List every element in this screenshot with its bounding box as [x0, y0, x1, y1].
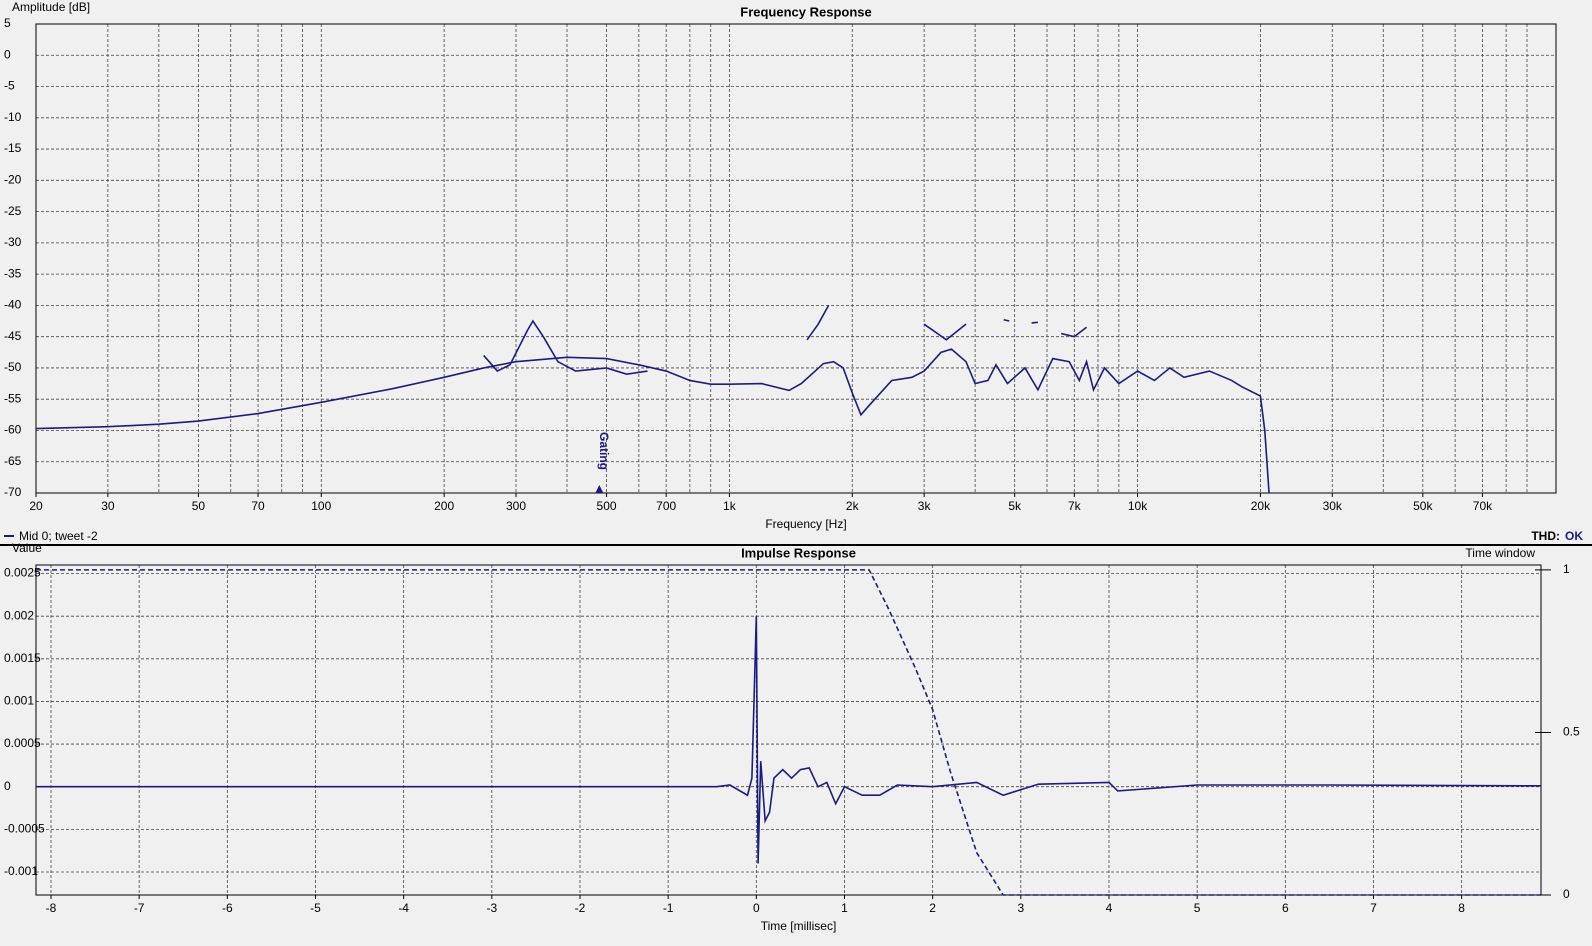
gating-marker [595, 485, 604, 493]
chart-title: Impulse Response [741, 545, 856, 560]
x-tick-label: 70 [251, 499, 265, 513]
y-tick-label: -45 [4, 329, 22, 343]
legend-label: Mid 0; tweet -2 [19, 529, 98, 543]
x-tick-label: 10k [1128, 499, 1148, 513]
x-tick-label: 0 [753, 901, 760, 915]
x-axis-label: Time [millisec] [761, 919, 837, 933]
thd-label: THD: [1531, 529, 1560, 543]
x-tick-label: 500 [597, 499, 617, 513]
x-tick-label: 6 [1282, 901, 1289, 915]
x-tick-label: 7 [1370, 901, 1377, 915]
x-tick-label: 2k [846, 499, 860, 513]
x-tick-label: 8 [1458, 901, 1465, 915]
x-tick-label: 7k [1068, 499, 1082, 513]
y-tick-label: 0.0015 [4, 651, 41, 665]
y-tick-label: 0.0005 [4, 736, 41, 750]
x-tick-label: 700 [656, 499, 676, 513]
y2-tick-label: 0.5 [1563, 725, 1580, 739]
series-line [36, 616, 1542, 864]
thd-status: OK [1565, 529, 1583, 543]
x-tick-label: 1 [841, 901, 848, 915]
x-axis-label: Frequency [Hz] [765, 517, 846, 531]
x-tick-label: 2 [929, 901, 936, 915]
y-tick-label: -0.0005 [4, 822, 45, 836]
x-tick-label: 20 [29, 499, 43, 513]
y2-tick-label: 1 [1563, 562, 1570, 576]
x-tick-label: -6 [222, 901, 233, 915]
series-line [483, 305, 1088, 376]
y-tick-label: -20 [4, 173, 22, 187]
y-tick-label: 0 [4, 779, 11, 793]
x-tick-label: -4 [398, 901, 409, 915]
y-tick-label: -35 [4, 266, 22, 280]
y-tick-label: -70 [4, 485, 22, 499]
y-tick-label: -40 [4, 298, 22, 312]
y-tick-label: 5 [4, 16, 11, 30]
x-tick-label: 70k [1473, 499, 1493, 513]
y-tick-label: -30 [4, 235, 22, 249]
x-tick-label: 3k [918, 499, 932, 513]
x-tick-label: -7 [134, 901, 145, 915]
x-tick-label: 100 [311, 499, 331, 513]
x-tick-label: 50 [192, 499, 206, 513]
y-tick-label: 0 [4, 47, 11, 61]
x-tick-label: -8 [46, 901, 57, 915]
plot-frame [35, 564, 1542, 896]
y-tick-label: -0.001 [4, 864, 38, 878]
plot-frame [35, 23, 1557, 494]
x-tick-label: -2 [575, 901, 586, 915]
x-tick-label: 30k [1323, 499, 1343, 513]
x-tick-label: 1k [723, 499, 737, 513]
y-axis-label: Value [12, 541, 42, 555]
x-tick-label: 3 [1017, 901, 1024, 915]
series-line [36, 569, 1541, 896]
x-tick-label: -5 [310, 901, 321, 915]
x-tick-label: 5 [1194, 901, 1201, 915]
y-tick-label: 0.001 [4, 694, 34, 708]
chart-title: Frequency Response [740, 4, 872, 19]
x-tick-label: 5k [1008, 499, 1022, 513]
x-tick-label: 20k [1251, 499, 1271, 513]
x-tick-label: 50k [1413, 499, 1433, 513]
x-tick-label: 4 [1106, 901, 1113, 915]
y-tick-label: -5 [4, 79, 15, 93]
y-tick-label: 0.002 [4, 608, 34, 622]
y-tick-label: -25 [4, 204, 22, 218]
y-tick-label: -50 [4, 360, 22, 374]
y-tick-label: -60 [4, 423, 22, 437]
y-tick-label: 0.0025 [4, 566, 41, 580]
y-axis-label: Amplitude [dB] [12, 0, 90, 14]
y-tick-label: -65 [4, 454, 22, 468]
gating-label: Gating [597, 432, 611, 470]
y-tick-label: -15 [4, 141, 22, 155]
x-tick-label: 200 [434, 499, 454, 513]
x-tick-label: -1 [663, 901, 674, 915]
series-line [35, 348, 1270, 494]
y2-tick-label: 0 [1563, 887, 1570, 901]
y-tick-label: -55 [4, 391, 22, 405]
y-tick-label: -10 [4, 110, 22, 124]
x-tick-label: 30 [101, 499, 115, 513]
x-tick-label: -3 [486, 901, 497, 915]
x-tick-label: 300 [506, 499, 526, 513]
y2-axis-label: Time window [1465, 546, 1535, 560]
